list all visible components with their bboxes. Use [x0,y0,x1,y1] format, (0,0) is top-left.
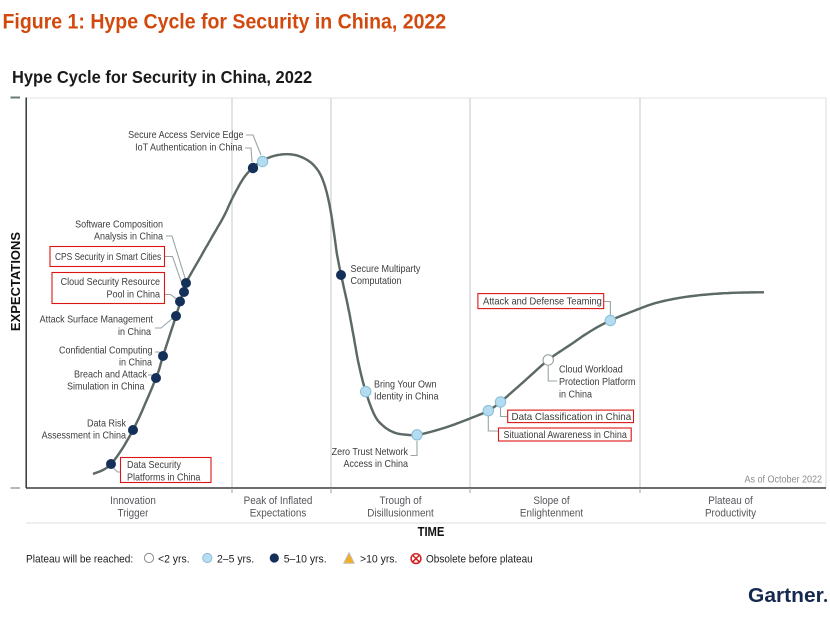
svg-text:Simulation in China: Simulation in China [67,381,145,393]
svg-text:in China: in China [119,357,153,369]
svg-text:Platforms in China: Platforms in China [127,472,201,484]
svg-text:Secure Multiparty: Secure Multiparty [351,264,421,276]
svg-text:Analysis in China: Analysis in China [94,231,164,243]
svg-text:Slope of: Slope of [533,496,569,508]
svg-text:Assessment in China: Assessment in China [42,430,127,442]
svg-text:Productivity: Productivity [705,508,757,520]
svg-text:Identity in China: Identity in China [374,391,439,403]
svg-text:Trigger: Trigger [118,508,149,520]
svg-text:Disillusionment: Disillusionment [367,508,434,520]
svg-text:>10 yrs.: >10 yrs. [360,553,397,565]
svg-text:in China: in China [118,327,152,339]
svg-text:Access in China: Access in China [344,459,409,471]
svg-text:Expectations: Expectations [250,508,307,520]
svg-text:Situational Awareness in China: Situational Awareness in China [504,429,628,441]
svg-text:Obsolete before plateau: Obsolete before plateau [426,553,533,566]
svg-text:Data Security: Data Security [127,460,181,472]
svg-text:CPS Security in Smart Cities: CPS Security in Smart Cities [55,252,161,264]
svg-text:Zero Trust Network: Zero Trust Network [332,447,409,459]
svg-text:Secure Access Service Edge: Secure Access Service Edge [128,130,243,142]
svg-text:5–10 yrs.: 5–10 yrs. [284,553,327,565]
svg-text:Data Classification in China: Data Classification in China [512,411,632,423]
svg-text:Protection Platform: Protection Platform [559,377,636,389]
svg-text:Plateau of: Plateau of [708,496,753,508]
svg-text:Attack Surface Management: Attack Surface Management [40,314,154,326]
svg-text:Enlightenment: Enlightenment [520,508,583,520]
svg-text:Breach and Attack: Breach and Attack [74,369,147,381]
svg-text:IoT Authentication in China: IoT Authentication in China [135,142,243,154]
svg-text:Trough of: Trough of [380,496,422,508]
svg-text:Cloud Workload: Cloud Workload [559,364,623,376]
svg-text:Bring Your Own: Bring Your Own [374,379,436,391]
svg-text:Gartner: Gartner [748,584,824,606]
svg-text:Plateau will be reached:: Plateau will be reached: [26,553,133,565]
svg-text:2–5 yrs.: 2–5 yrs. [217,553,254,565]
svg-text:Peak of Inflated: Peak of Inflated [244,496,313,508]
svg-text:Innovation: Innovation [110,496,156,508]
svg-text:Software Composition: Software Composition [75,219,163,231]
svg-text:Attack and Defense Teaming: Attack and Defense Teaming [483,296,602,308]
svg-text:Figure 1: Hype Cycle for Secur: Figure 1: Hype Cycle for Security in Chi… [3,11,447,34]
svg-text:Pool in China: Pool in China [107,289,161,301]
svg-text:Confidential Computing: Confidential Computing [59,345,152,357]
svg-text:As of October 2022: As of October 2022 [745,474,822,486]
svg-text:Hype Cycle for Security in Chi: Hype Cycle for Security in China, 2022 [12,66,312,87]
svg-text:Cloud Security Resource: Cloud Security Resource [61,277,160,289]
svg-text:Data Risk: Data Risk [87,418,126,430]
svg-text:Computation: Computation [351,276,402,288]
svg-text:<2 yrs.: <2 yrs. [158,553,190,565]
svg-text:in China: in China [559,389,593,401]
svg-text:EXPECTATIONS: EXPECTATIONS [8,232,23,332]
svg-text:TIME: TIME [418,524,445,539]
